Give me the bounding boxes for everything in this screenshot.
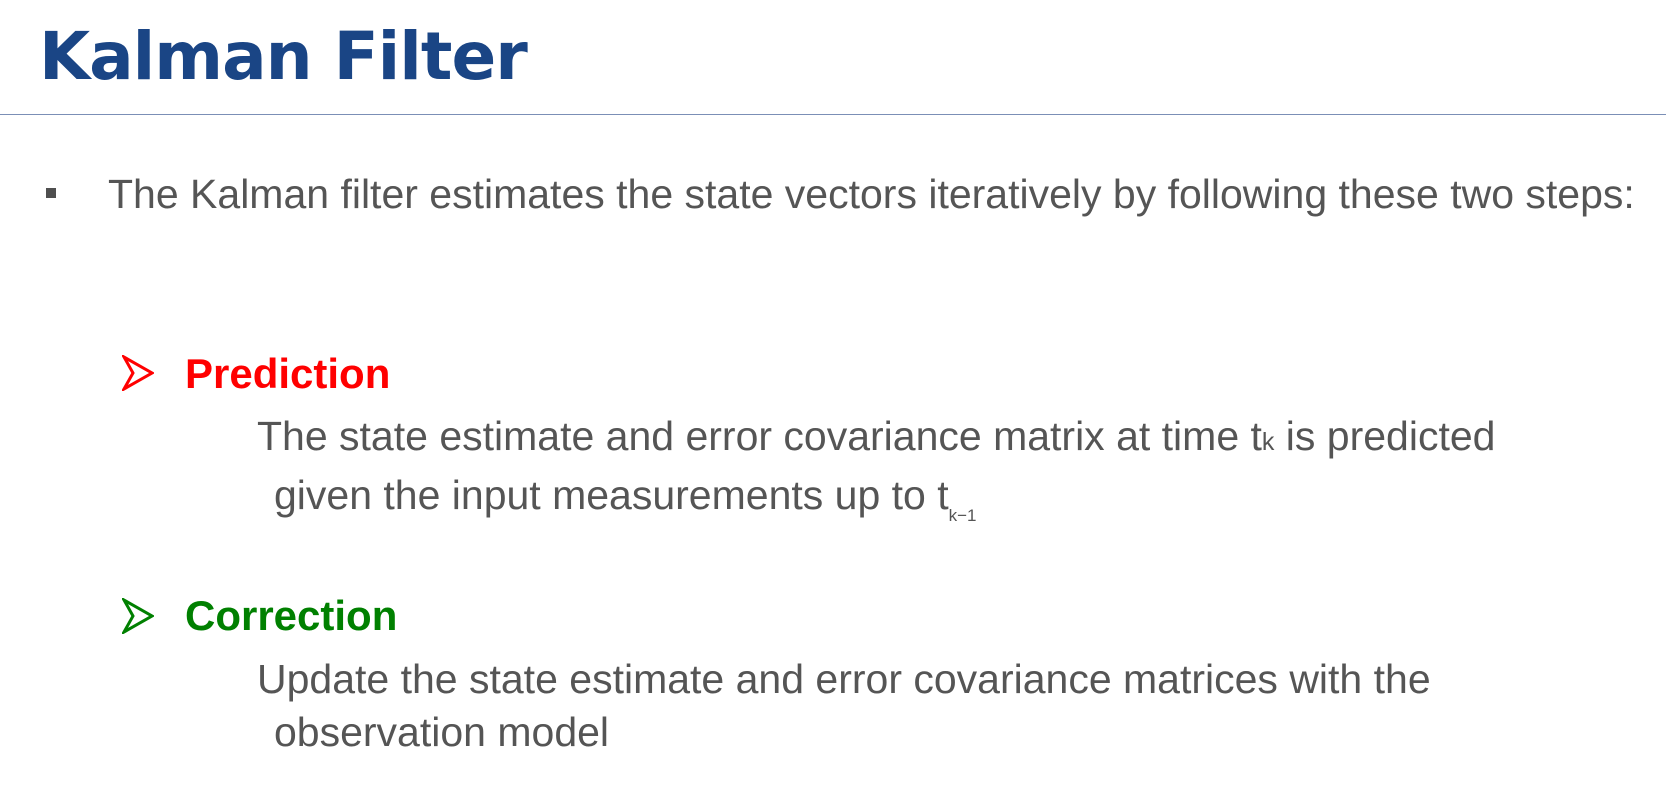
prediction-description: The state estimate and error covariance … bbox=[257, 410, 1495, 542]
arrowhead-bullet-icon bbox=[122, 598, 154, 634]
square-bullet-icon bbox=[46, 188, 56, 198]
prediction-line1: The state estimate and error covariance … bbox=[257, 413, 1496, 459]
prediction-heading: Prediction bbox=[185, 350, 391, 397]
subscript-k-minus-1: k−1 bbox=[948, 506, 977, 525]
slide-title: Kalman Filter bbox=[39, 18, 528, 95]
title-divider bbox=[0, 114, 1666, 115]
correction-line1: Update the state estimate and error cova… bbox=[257, 656, 1431, 702]
intro-text: The Kalman filter estimates the state ve… bbox=[108, 171, 1635, 217]
correction-description: Update the state estimate and error cova… bbox=[257, 653, 1431, 759]
arrowhead-bullet-icon bbox=[122, 355, 154, 391]
correction-line2: observation model bbox=[274, 709, 610, 755]
correction-heading: Correction bbox=[185, 592, 398, 639]
prediction-line2: given the input measurements up to tk−1 bbox=[274, 472, 977, 525]
subscript-k: k bbox=[1261, 428, 1275, 456]
